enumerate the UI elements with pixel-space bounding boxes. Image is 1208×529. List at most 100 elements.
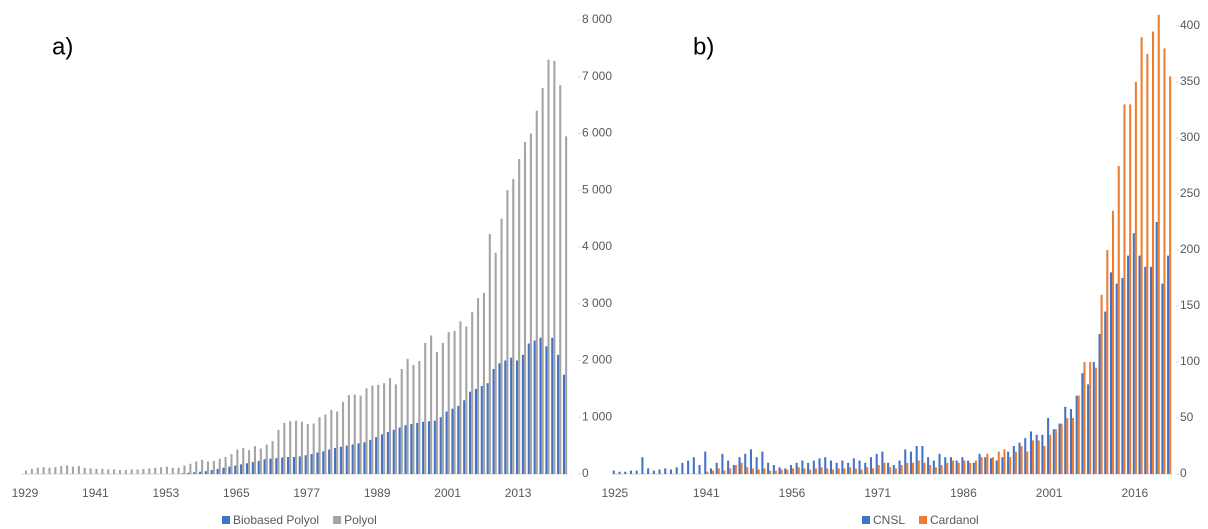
bar — [193, 472, 196, 474]
bar — [1049, 434, 1052, 474]
bar — [1026, 451, 1029, 474]
bar — [527, 343, 530, 474]
y-tick-label: 7 000 — [582, 69, 612, 83]
legend-swatch — [222, 516, 230, 524]
bar — [875, 453, 878, 474]
bar — [494, 252, 497, 474]
bar — [761, 451, 764, 474]
bar — [900, 465, 903, 474]
bar — [482, 292, 485, 474]
bar — [1020, 446, 1023, 474]
bar — [1058, 423, 1061, 474]
bar — [412, 365, 415, 474]
bar — [841, 460, 844, 474]
bar — [729, 468, 732, 474]
y-tick-label: 1 000 — [582, 409, 612, 423]
bar — [732, 465, 735, 474]
panel-label: b) — [693, 33, 714, 60]
bar — [1014, 451, 1017, 474]
bar — [997, 451, 1000, 474]
bar — [963, 460, 966, 474]
bar — [1047, 418, 1050, 474]
bar — [369, 439, 372, 474]
bar — [961, 457, 964, 474]
y-tick-label: 300 — [1180, 130, 1200, 144]
bar — [506, 190, 509, 474]
bar — [359, 395, 362, 474]
bar — [480, 386, 483, 474]
bar — [940, 465, 943, 474]
bar — [641, 457, 644, 474]
bar — [1066, 418, 1069, 474]
bar — [917, 460, 920, 474]
bar — [316, 452, 319, 474]
bar — [71, 466, 75, 474]
bar — [723, 470, 726, 474]
bar — [281, 457, 284, 474]
bar — [772, 465, 775, 474]
bar — [500, 218, 503, 474]
bar — [692, 457, 695, 474]
bar — [95, 468, 98, 474]
x-tick-label: 1977 — [293, 486, 320, 500]
bar — [1112, 210, 1115, 475]
bar — [328, 449, 331, 474]
bar — [198, 471, 202, 474]
bar — [222, 467, 225, 474]
y-tick-label: 6 000 — [582, 126, 612, 140]
bar — [218, 458, 221, 474]
bar — [767, 462, 770, 474]
bar — [459, 321, 462, 474]
bar — [927, 457, 930, 474]
bar — [124, 470, 127, 474]
y-tick-label: 50 — [1180, 410, 1194, 424]
y-tick-label: 5 000 — [582, 182, 612, 196]
bar — [712, 470, 715, 474]
bar — [1043, 446, 1046, 474]
bar — [388, 378, 392, 474]
bar — [295, 420, 298, 474]
bar — [829, 460, 832, 474]
bar — [992, 457, 995, 474]
bar — [339, 446, 342, 474]
bar — [1167, 255, 1170, 474]
bar — [512, 178, 515, 474]
bar — [738, 457, 741, 474]
bar — [539, 337, 542, 474]
bar — [698, 465, 701, 474]
bar — [915, 446, 918, 474]
bar — [66, 465, 69, 474]
bar — [1083, 362, 1086, 474]
bar — [371, 385, 374, 474]
bar — [565, 136, 568, 474]
bar — [1003, 449, 1006, 474]
bar — [812, 460, 815, 474]
bar — [383, 383, 386, 474]
y-tick-label: 350 — [1180, 74, 1200, 88]
bar — [318, 417, 321, 474]
bar — [847, 462, 850, 474]
bar — [869, 457, 872, 474]
bar — [189, 463, 192, 474]
bar — [236, 449, 239, 474]
x-tick-label: 1941 — [693, 486, 720, 500]
bar — [545, 346, 548, 474]
bar — [228, 466, 231, 474]
bar — [142, 468, 145, 474]
bar — [101, 468, 104, 474]
bar — [1069, 409, 1072, 474]
bar — [709, 468, 712, 474]
bar — [60, 466, 63, 474]
bar — [418, 361, 421, 474]
bar — [1064, 406, 1067, 474]
bar — [1152, 31, 1155, 474]
bar — [624, 471, 627, 474]
bar — [635, 470, 638, 474]
bar — [212, 460, 215, 474]
bar — [1035, 434, 1038, 474]
bar — [406, 358, 409, 474]
x-tick-label: 1989 — [364, 486, 391, 500]
bar — [860, 469, 863, 474]
bar — [1060, 423, 1063, 474]
bar — [77, 466, 80, 474]
